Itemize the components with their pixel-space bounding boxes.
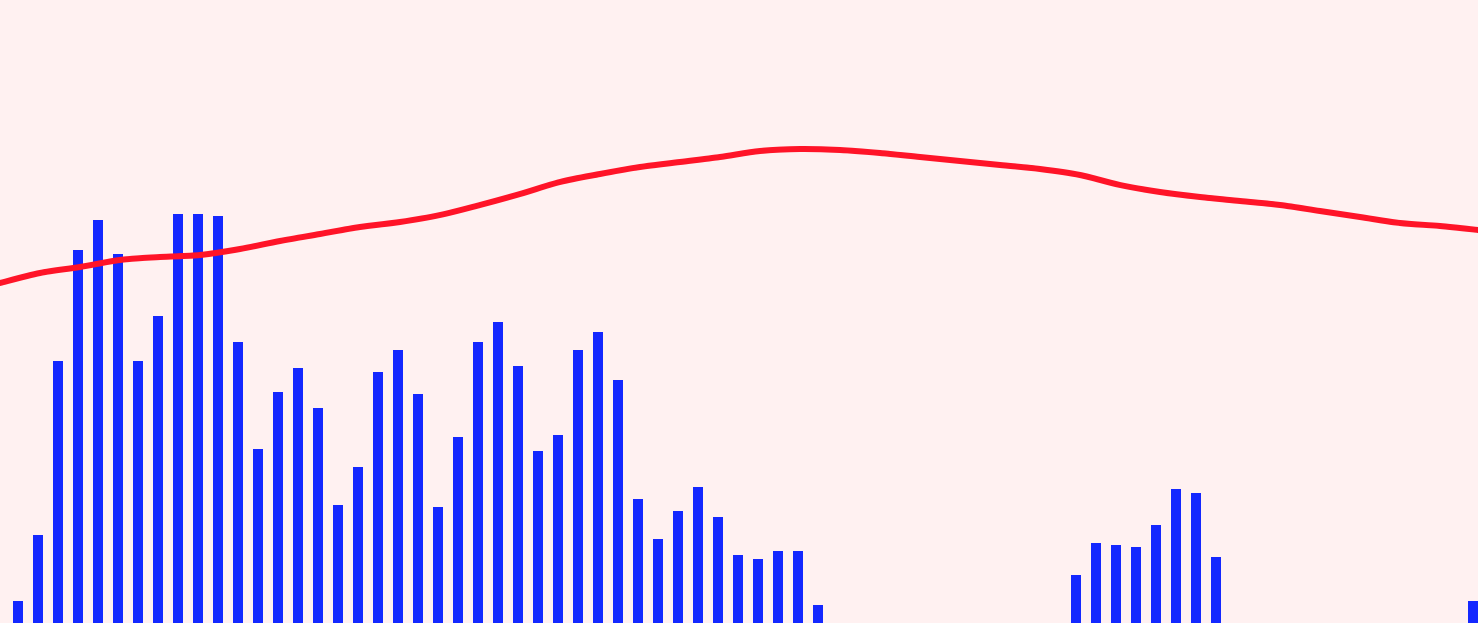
bar-25 <box>513 366 523 623</box>
bar-series <box>13 214 1478 623</box>
bar-23 <box>473 342 483 623</box>
bar-44 <box>1131 547 1141 623</box>
bar-38 <box>773 551 783 623</box>
bar-21 <box>433 507 443 623</box>
bar-5 <box>113 254 123 623</box>
bar-45 <box>1151 525 1161 623</box>
bar-43 <box>1111 545 1121 623</box>
bar-34 <box>693 487 703 623</box>
bar-31 <box>633 499 643 623</box>
bar-4 <box>93 220 103 623</box>
bar-3 <box>73 250 83 623</box>
bar-10 <box>213 216 223 623</box>
bar-30 <box>613 380 623 623</box>
bar-20 <box>413 394 423 623</box>
bar-12 <box>253 449 263 623</box>
bar-22 <box>453 437 463 623</box>
bar-18 <box>373 372 383 623</box>
bar-48 <box>1211 557 1221 623</box>
bar-42 <box>1091 543 1101 623</box>
bar-46 <box>1171 489 1181 623</box>
bar-7 <box>153 316 163 623</box>
bar-28 <box>573 350 583 623</box>
bar-17 <box>353 467 363 623</box>
bar-41 <box>1071 575 1081 623</box>
bar-37 <box>753 559 763 623</box>
bar-40 <box>813 605 823 623</box>
bar-26 <box>533 451 543 623</box>
bar-11 <box>233 342 243 623</box>
bar-15 <box>313 408 323 623</box>
bar-16 <box>333 505 343 623</box>
bar-47 <box>1191 493 1201 623</box>
bar-2 <box>53 361 63 623</box>
bar-29 <box>593 332 603 623</box>
bar-19 <box>393 350 403 623</box>
bar-33 <box>673 511 683 623</box>
bar-24 <box>493 322 503 623</box>
bar-6 <box>133 361 143 623</box>
bar-49 <box>1468 601 1478 623</box>
bar-35 <box>713 517 723 623</box>
bar-14 <box>293 368 303 623</box>
bar-13 <box>273 392 283 623</box>
bar-27 <box>553 435 563 623</box>
bar-39 <box>793 551 803 623</box>
line-series <box>0 145 1478 286</box>
bar-36 <box>733 555 743 623</box>
trend-line <box>0 145 1478 286</box>
bar-1 <box>33 535 43 623</box>
bar-0 <box>13 601 23 623</box>
bar-9 <box>193 214 203 623</box>
bar-8 <box>173 214 183 623</box>
bar-32 <box>653 539 663 623</box>
